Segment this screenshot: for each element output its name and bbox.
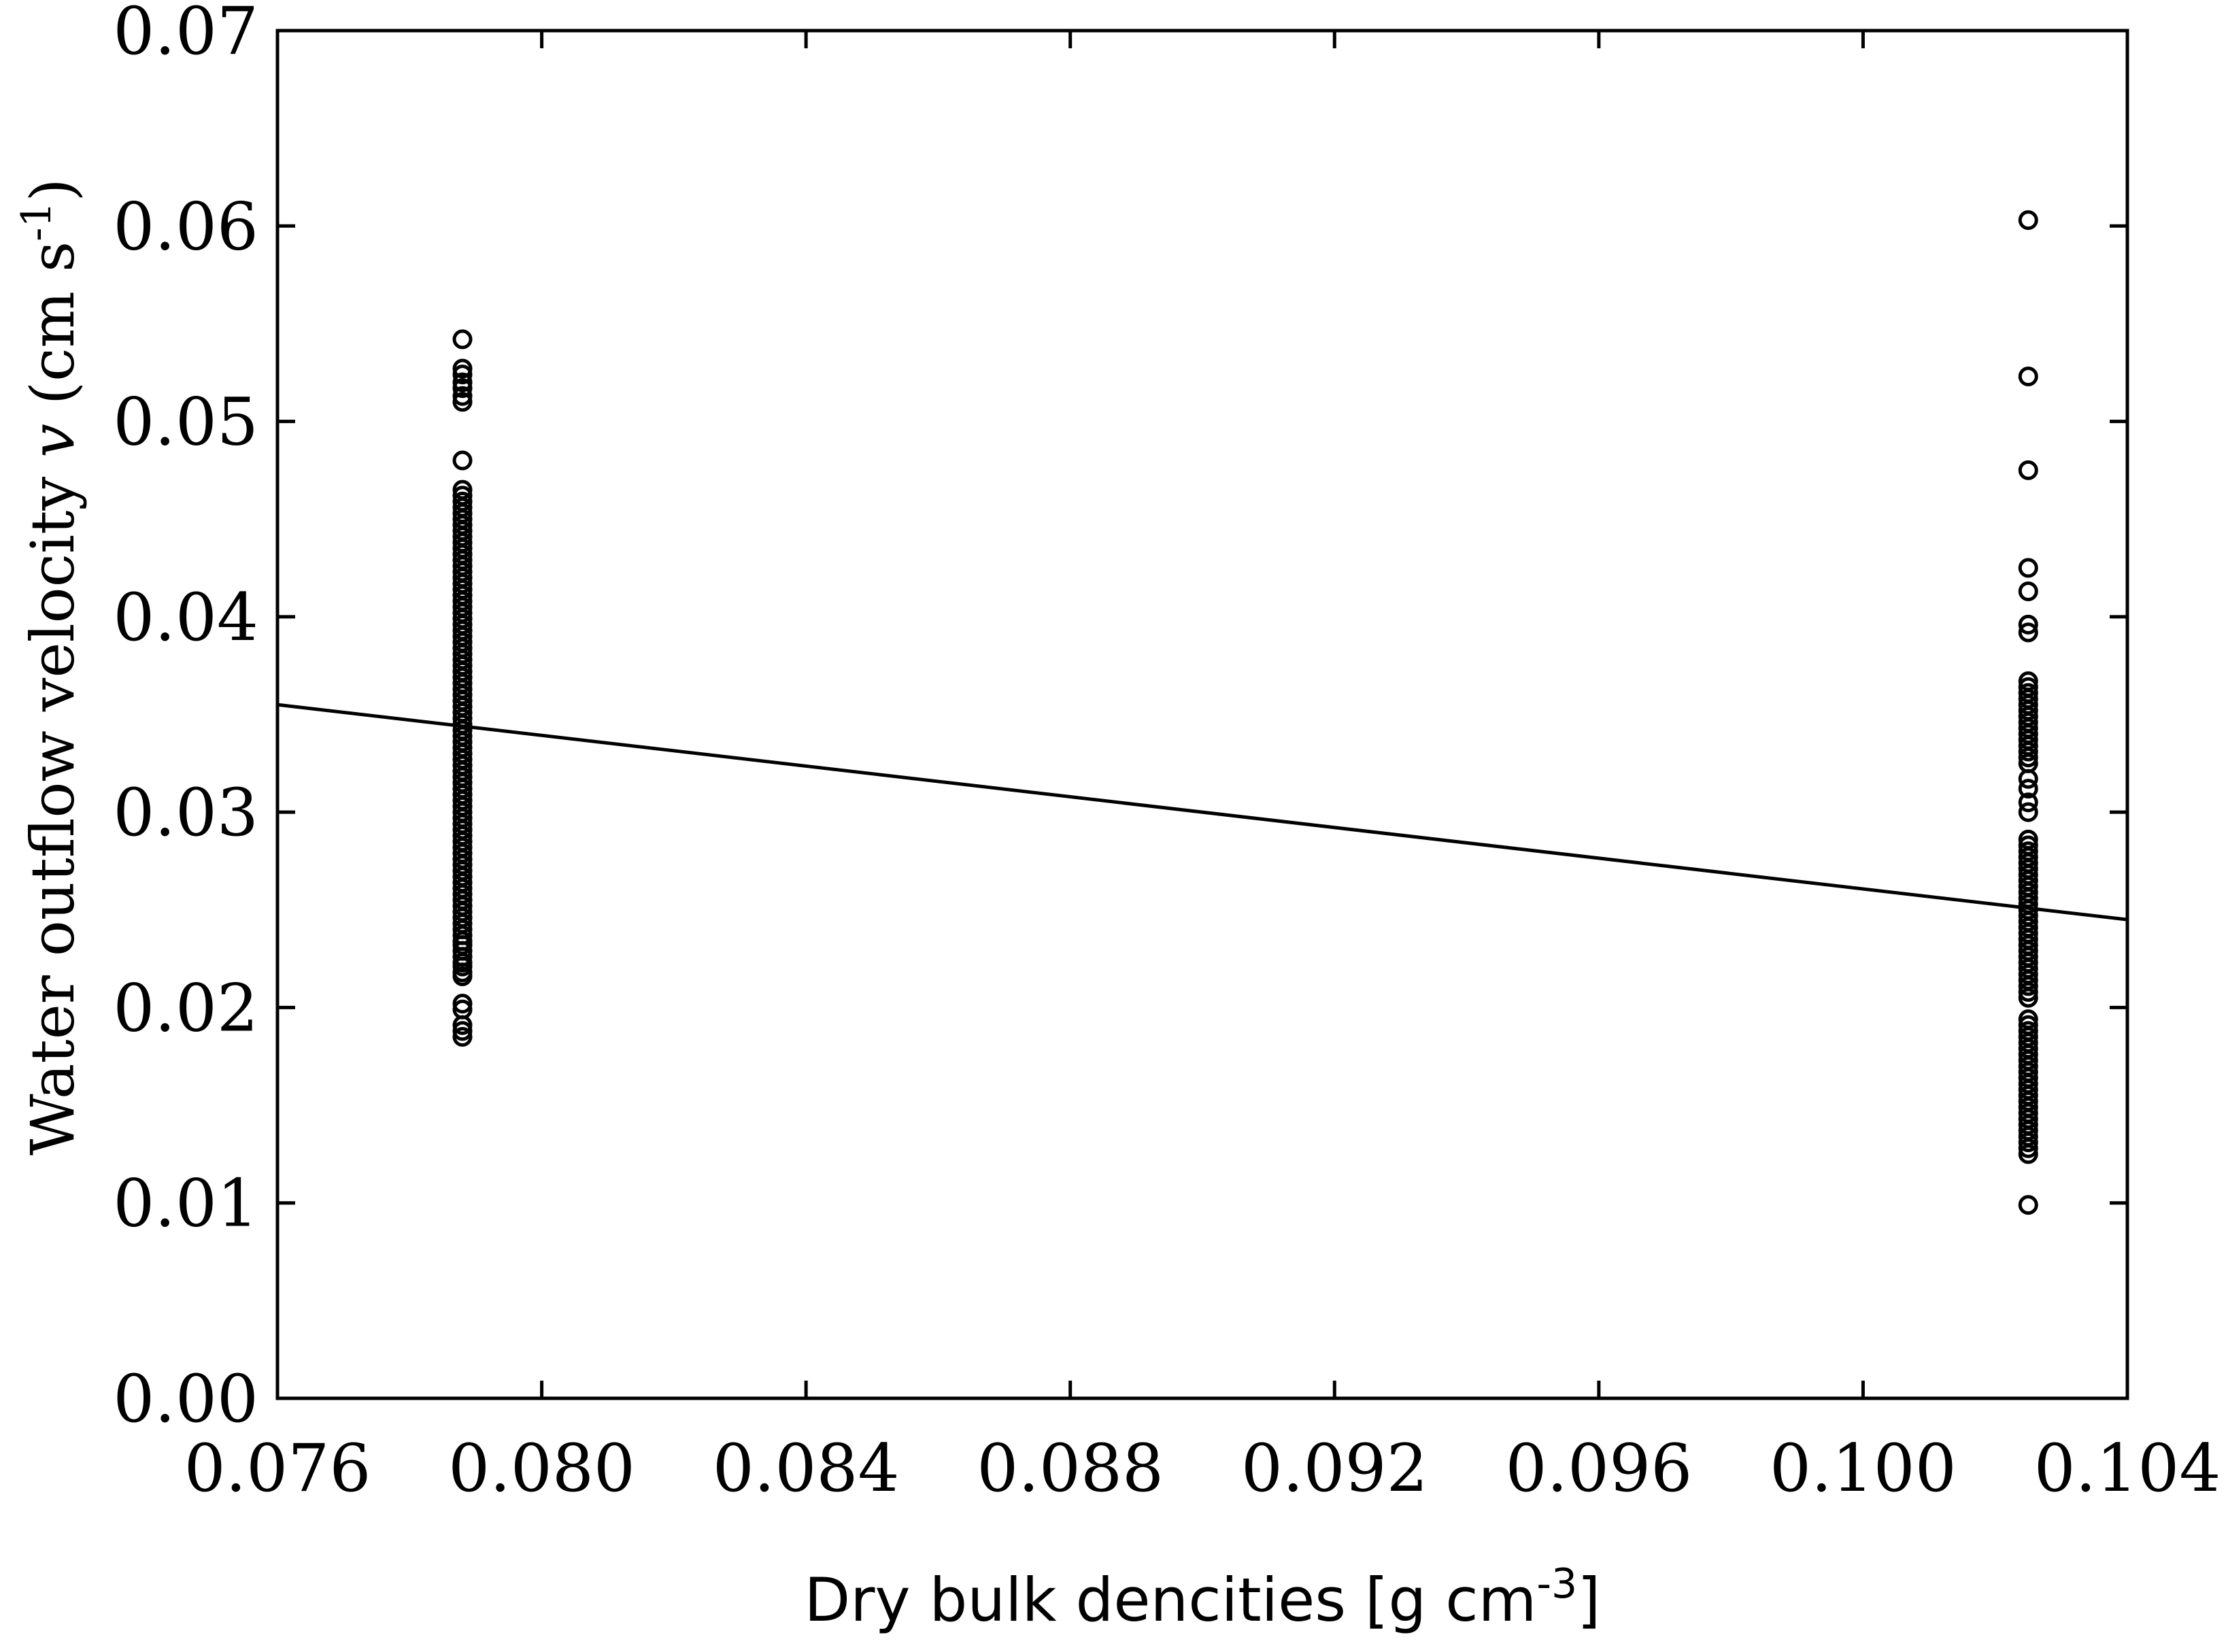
data-point bbox=[2018, 614, 2038, 635]
trendline-layer bbox=[277, 703, 2128, 922]
x-tick-labels: 0.076 0.080 0.084 0.088 0.092 0.096 0.100 0.104 bbox=[184, 1430, 2221, 1506]
x-tick-label: 0.084 bbox=[713, 1430, 900, 1506]
data-point bbox=[2018, 1195, 2038, 1215]
y-axis-title: Water outflow velocity v (cm s-1) bbox=[13, 178, 88, 1156]
data-point bbox=[452, 372, 473, 392]
x-axis-title-superscript: -3 bbox=[1536, 1560, 1577, 1608]
data-point bbox=[452, 1027, 473, 1047]
y-axis-title-text: Water outflow velocity bbox=[18, 458, 88, 1156]
x-tick-label: 0.096 bbox=[1505, 1430, 1692, 1506]
y-tick-label: 0.03 bbox=[113, 775, 258, 851]
data-point bbox=[2018, 558, 2038, 578]
data-point bbox=[2018, 683, 2038, 703]
x-tick-label: 0.092 bbox=[1241, 1430, 1428, 1506]
data-point bbox=[452, 486, 473, 506]
data-point bbox=[2018, 460, 2038, 480]
x-axis-title: Dry bulk dencities [g cm-3] bbox=[805, 1560, 1601, 1635]
data-point bbox=[2018, 829, 2038, 849]
y-tick-label: 0.05 bbox=[113, 384, 258, 460]
y-tick-label: 0.02 bbox=[113, 970, 258, 1046]
y-axis-title-superscript: -1 bbox=[13, 201, 61, 241]
x-axis-title-text: Dry bulk dencities [g cm bbox=[805, 1565, 1537, 1635]
data-points bbox=[452, 210, 2038, 1215]
data-point bbox=[2018, 1009, 2038, 1030]
data-point bbox=[452, 479, 473, 500]
data-point bbox=[452, 392, 473, 412]
x-tick-label: 0.088 bbox=[977, 1430, 1164, 1506]
plot-frame bbox=[275, 29, 2129, 1400]
data-point bbox=[2018, 671, 2038, 692]
y-axis-title-symbol: v bbox=[18, 424, 88, 458]
y-tick-labels: 0.00 0.01 0.02 0.03 0.04 0.05 0.06 0.07 bbox=[113, 0, 258, 1437]
y-tick-label: 0.06 bbox=[113, 188, 258, 265]
y-axis-title-suffix: ) bbox=[18, 178, 88, 201]
data-point bbox=[452, 999, 473, 1019]
y-tick-label: 0.00 bbox=[113, 1361, 258, 1437]
data-point bbox=[452, 365, 473, 385]
axis-ticks bbox=[275, 29, 2129, 1400]
data-point bbox=[2018, 677, 2038, 697]
data-point bbox=[2018, 779, 2038, 799]
trendline bbox=[277, 703, 2128, 922]
data-point bbox=[2018, 1021, 2038, 1041]
data-point bbox=[2018, 835, 2038, 856]
data-point bbox=[452, 994, 473, 1014]
data-point bbox=[452, 1021, 473, 1041]
data-point bbox=[2018, 210, 2038, 231]
x-axis-title-suffix: ] bbox=[1577, 1565, 1600, 1635]
data-point bbox=[452, 329, 473, 350]
x-tick-label: 0.100 bbox=[1770, 1430, 1957, 1506]
x-tick-label: 0.104 bbox=[2034, 1430, 2221, 1506]
y-axis-title-unit: (cm s bbox=[18, 241, 88, 424]
data-point bbox=[452, 358, 473, 379]
data-point bbox=[2018, 366, 2038, 386]
data-point bbox=[2018, 841, 2038, 862]
data-point bbox=[452, 450, 473, 471]
x-tick-label: 0.076 bbox=[184, 1430, 371, 1506]
y-tick-label: 0.04 bbox=[113, 579, 258, 656]
data-point bbox=[2018, 1015, 2038, 1035]
x-tick-label: 0.080 bbox=[448, 1430, 635, 1506]
data-point bbox=[452, 491, 473, 511]
data-point bbox=[2018, 802, 2038, 822]
data-point bbox=[2018, 581, 2038, 602]
data-point bbox=[2018, 622, 2038, 643]
y-tick-label: 0.07 bbox=[113, 0, 258, 69]
data-point bbox=[452, 378, 473, 399]
data-point bbox=[2018, 792, 2038, 813]
y-tick-label: 0.01 bbox=[113, 1166, 258, 1242]
data-point bbox=[452, 386, 473, 406]
